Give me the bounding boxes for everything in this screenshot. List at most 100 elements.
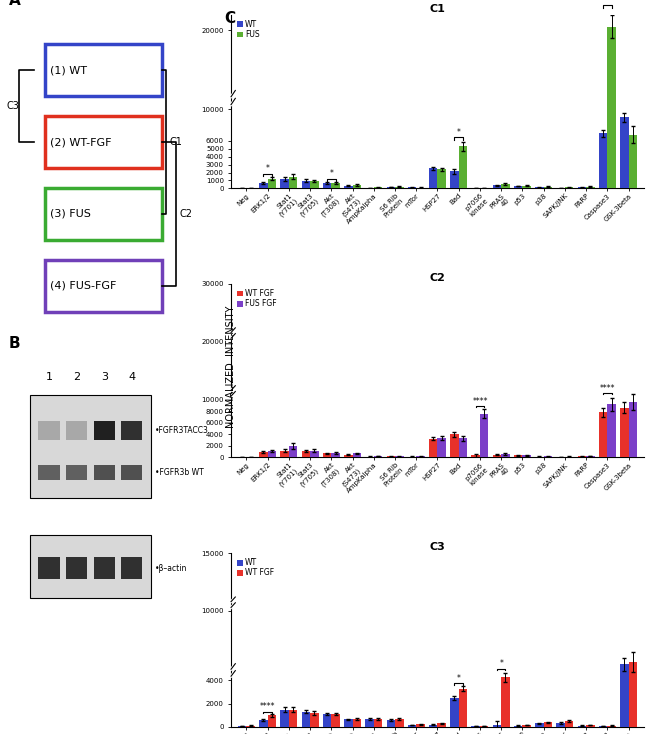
Bar: [523, 725, 531, 727]
Bar: [344, 719, 352, 727]
Bar: [289, 446, 297, 457]
Bar: [374, 456, 382, 457]
Bar: [38, 421, 60, 440]
Bar: [268, 179, 276, 189]
Bar: [599, 413, 607, 457]
Bar: [437, 724, 446, 727]
Bar: [94, 465, 115, 480]
Bar: [586, 456, 595, 457]
Bar: [374, 719, 382, 727]
Bar: [66, 557, 87, 579]
Text: C2: C2: [179, 209, 192, 219]
Bar: [450, 171, 459, 189]
Bar: [122, 421, 142, 440]
Bar: [535, 187, 543, 189]
Bar: [387, 720, 395, 727]
Bar: [280, 179, 289, 189]
Text: C: C: [224, 11, 235, 26]
Text: 2: 2: [73, 372, 80, 382]
Bar: [259, 452, 268, 457]
Text: NORMALIZED  INTENSITY: NORMALIZED INTENSITY: [226, 306, 236, 428]
Legend: WT, WT FGF: WT, WT FGF: [235, 557, 276, 579]
Text: 1: 1: [46, 372, 53, 382]
Text: *: *: [330, 170, 333, 178]
Bar: [607, 26, 616, 189]
Bar: [259, 183, 268, 189]
Text: ****: ****: [600, 385, 615, 393]
Title: C1: C1: [430, 4, 445, 14]
Bar: [535, 724, 543, 727]
Legend: WT, FUS: WT, FUS: [235, 18, 261, 40]
Text: C3: C3: [6, 101, 20, 111]
Bar: [122, 465, 142, 480]
Bar: [38, 557, 60, 579]
Bar: [459, 438, 467, 457]
Bar: [246, 726, 255, 727]
Bar: [578, 726, 586, 727]
Bar: [514, 456, 523, 457]
Bar: [352, 454, 361, 457]
Bar: [374, 187, 382, 189]
Bar: [429, 724, 437, 727]
Bar: [408, 725, 416, 727]
Bar: [437, 437, 446, 457]
Bar: [480, 413, 488, 457]
Bar: [607, 726, 616, 727]
Bar: [459, 147, 467, 189]
Bar: [620, 407, 629, 457]
Bar: [259, 720, 268, 727]
Bar: [607, 404, 616, 457]
Bar: [302, 451, 310, 457]
Bar: [289, 177, 297, 189]
Bar: [268, 716, 276, 727]
Text: *: *: [499, 659, 503, 669]
Text: •FGFR3TACC3: •FGFR3TACC3: [155, 426, 209, 435]
Text: (2) WT-FGF: (2) WT-FGF: [50, 137, 112, 147]
Bar: [302, 181, 310, 189]
Bar: [344, 455, 352, 457]
Bar: [459, 688, 467, 727]
Text: ****: ****: [600, 0, 615, 4]
Bar: [66, 465, 87, 480]
Text: A: A: [8, 0, 21, 8]
Bar: [599, 133, 607, 189]
Bar: [310, 451, 318, 457]
Text: (3) FUS: (3) FUS: [50, 209, 91, 219]
Text: •FGFR3b WT: •FGFR3b WT: [155, 468, 204, 477]
Bar: [387, 187, 395, 189]
Bar: [323, 714, 332, 727]
Bar: [323, 184, 332, 189]
Text: *: *: [457, 675, 461, 683]
Bar: [523, 455, 531, 457]
Bar: [514, 726, 523, 727]
Bar: [586, 187, 595, 189]
Bar: [395, 719, 404, 727]
Bar: [620, 664, 629, 727]
Bar: [365, 719, 374, 727]
Bar: [332, 453, 340, 457]
Bar: [310, 713, 318, 727]
Text: 4: 4: [128, 372, 135, 382]
Text: B: B: [8, 336, 20, 351]
Bar: [429, 439, 437, 457]
Bar: [543, 722, 552, 727]
Text: 3: 3: [101, 372, 108, 382]
Bar: [543, 187, 552, 189]
Bar: [437, 170, 446, 189]
Bar: [94, 557, 115, 579]
Bar: [620, 117, 629, 189]
Bar: [344, 186, 352, 189]
Bar: [332, 714, 340, 727]
Bar: [280, 451, 289, 457]
Bar: [586, 725, 595, 727]
Text: *: *: [457, 128, 461, 137]
Bar: [323, 454, 332, 457]
Bar: [310, 181, 318, 189]
Bar: [332, 183, 340, 189]
Bar: [280, 710, 289, 727]
Text: *: *: [266, 164, 270, 173]
Bar: [302, 712, 310, 727]
Bar: [289, 710, 297, 727]
Bar: [493, 454, 501, 457]
Text: ****: ****: [260, 702, 276, 711]
